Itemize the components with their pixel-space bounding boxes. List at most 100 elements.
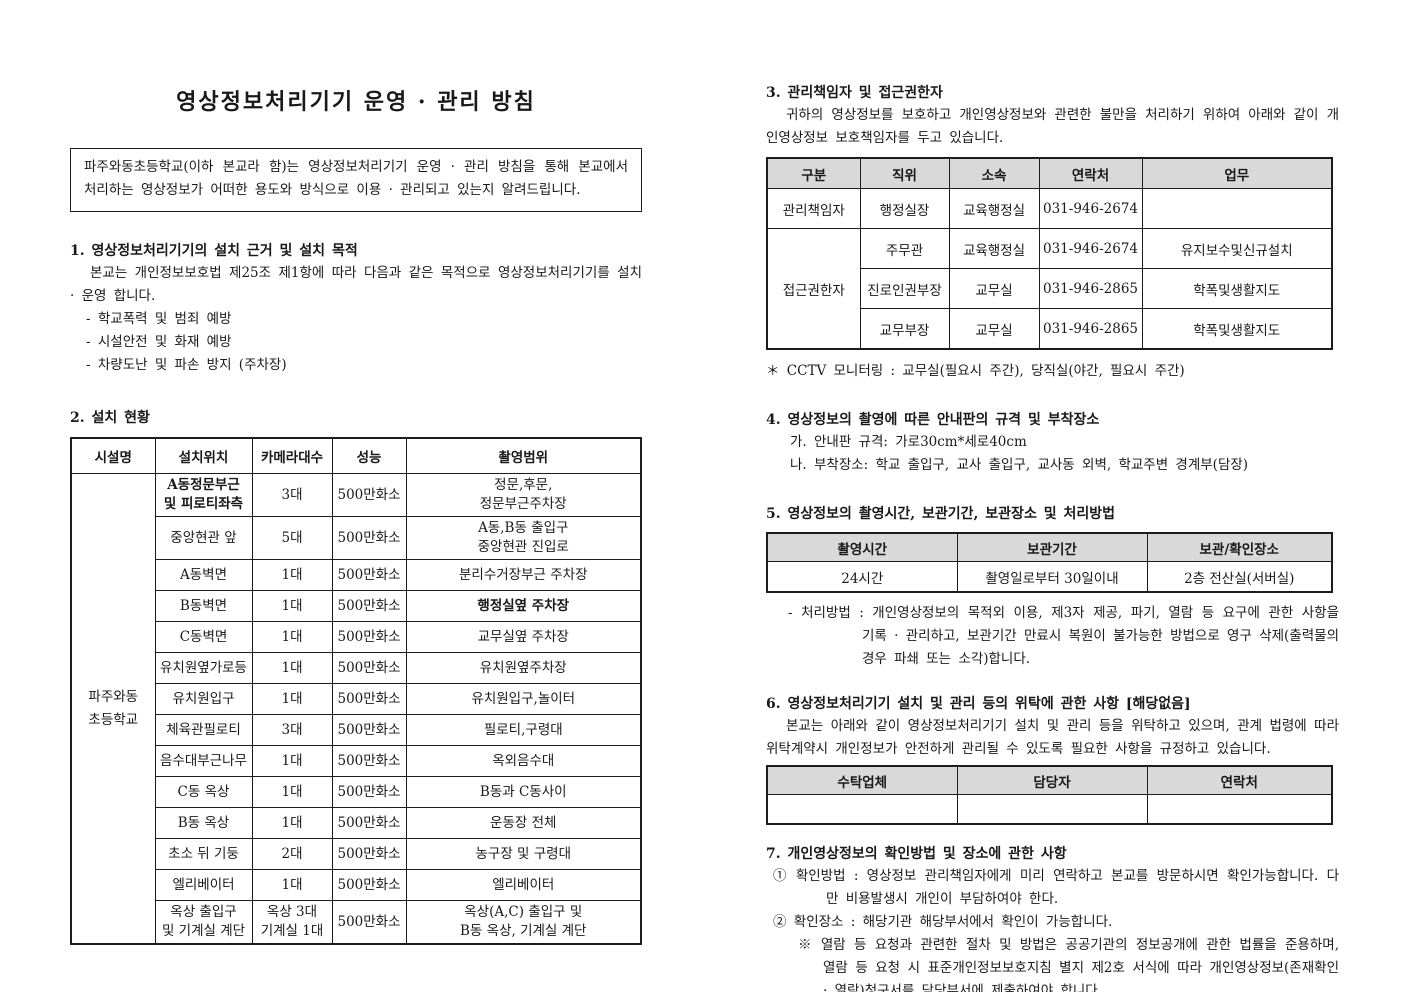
location-cell: B동벽면 <box>154 590 253 622</box>
camera-count-cell: 3대 <box>251 473 333 517</box>
coverage-cell: 엘리베이터 <box>405 869 642 901</box>
installation-row: B동 옥상 1대 500만화소 운동장 전체 <box>71 807 642 839</box>
installation-row: 파주와동 초등학교 A동정문부근 및 피로티좌측 3대 500만화소 정문,후문… <box>70 473 642 945</box>
check-method-item: ① 확인방법 : 영상정보 관리책임자에게 미리 연락하고 본교를 방문하시면 … <box>773 868 1339 907</box>
col-header-camera-count: 카메라대수 <box>251 437 333 474</box>
camera-count-cell: 1대 <box>251 776 333 808</box>
contact-cell: 031-946-2674 <box>1038 228 1143 269</box>
installation-header-row: 시설명 설치위치 카메라대수 성능 촬영범위 <box>70 437 642 474</box>
retention-period-cell: 촬영일로부터 30일이내 <box>956 561 1148 593</box>
contact-cell: 031-946-2674 <box>1038 188 1143 229</box>
section-1-heading: 1. 영상정보처리기기의 설치 근거 및 설치 목적 <box>70 243 358 259</box>
section-5-heading: 5. 영상정보의 촬영시간, 보관기간, 보관장소 및 처리방법 <box>766 506 1115 522</box>
location-cell: C동 옥상 <box>154 776 253 808</box>
manager-row: 관리책임자 행정실장 교육행정실 031-946-2674 <box>766 188 1333 229</box>
camera-count-cell: 1대 <box>251 652 333 684</box>
coverage-cell: 농구장 및 구령대 <box>405 838 642 870</box>
resolution-cell: 500만화소 <box>331 745 407 777</box>
consignment-header-row: 수탁업체 담당자 연락처 <box>766 765 1333 795</box>
resolution-cell: 500만화소 <box>331 516 407 560</box>
empty-cell <box>956 794 1148 825</box>
duty-cell <box>1141 188 1333 229</box>
camera-count-cell: 1대 <box>251 621 333 653</box>
facility-name-cell: 파주와동 초등학교 <box>70 473 156 945</box>
coverage-cell: 운동장 전체 <box>405 807 642 839</box>
col-header-performance: 성능 <box>331 437 407 474</box>
left-column: 영상정보처리기기 운영 · 관리 방침 파주와동초등학교(이하 본교라 함)는 … <box>70 82 642 962</box>
location-cell: C동벽면 <box>154 621 253 653</box>
camera-count-cell: 1대 <box>251 869 333 901</box>
col-header-contact: 연락처 <box>1038 157 1143 189</box>
col-header-coverage: 촬영범위 <box>405 437 642 474</box>
installation-row: 체육관필로티 3대 500만화소 필로티,구령대 <box>71 714 642 746</box>
request-procedure-note: ※ 열람 등 요청과 관련한 절차 및 방법은 공공기관의 정보공개에 관한 법… <box>798 937 1339 992</box>
cctv-monitoring-note: ＊ CCTV 모니터링 : 교무실(필요시 주간), 당직실(야간, 필요시 주… <box>766 363 1185 379</box>
resolution-cell: 500만화소 <box>331 714 407 746</box>
camera-count-cell: 5대 <box>251 516 333 560</box>
resolution-cell: 500만화소 <box>331 900 407 945</box>
section-7-heading: 7. 개인영상정보의 확인방법 및 장소에 관한 사항 <box>766 846 1067 862</box>
signage-location-item: 나. 부착장소: 학교 출입구, 교사 출입구, 교사동 외벽, 학교주변 경계… <box>790 457 1249 473</box>
col-header-department: 소속 <box>948 157 1040 189</box>
access-row: 진로인권부장 교무실 031-946-2865 학폭및생활지도 <box>767 268 1333 309</box>
access-row: 접근권한자 주무관 교육행정실 031-946-2674 유지보수및신규설치 <box>766 228 1333 350</box>
category-cell: 관리책임자 <box>766 188 861 229</box>
processing-method-text: - 처리방법 : 개인영상정보의 목적외 이용, 제3자 제공, 파기, 열람 … <box>788 605 1339 667</box>
installation-row: 중앙현관 앞 5대 500만화소 A동,B동 출입구 중앙현관 진입로 <box>71 516 642 560</box>
resolution-cell: 500만화소 <box>331 473 407 517</box>
coverage-cell: 옥외음수대 <box>405 745 642 777</box>
resolution-cell: 500만화소 <box>331 683 407 715</box>
camera-count-cell: 옥상 3대 기계실 1대 <box>251 900 333 945</box>
camera-count-cell: 1대 <box>251 807 333 839</box>
col-header-position: 직위 <box>859 157 950 189</box>
col-header-location: 설치위치 <box>154 437 253 474</box>
retention-row: 24시간 촬영일로부터 30일이내 2층 전산실(서버실) <box>766 561 1333 593</box>
camera-count-cell: 1대 <box>251 590 333 622</box>
empty-cell <box>766 794 958 825</box>
manager-table: 구분 직위 소속 연락처 업무 관리책임자 행정실장 교육행정실 031-946… <box>766 157 1333 350</box>
coverage-cell: 옥상(A,C) 출입구 및 B동 옥상, 기계실 계단 <box>405 900 642 945</box>
coverage-cell: 정문,후문, 정문부근주차장 <box>405 473 642 517</box>
position-cell: 주무관 <box>859 228 950 269</box>
col-header-retention-period: 보관기간 <box>956 532 1148 562</box>
section-6-body: 본교는 아래와 같이 영상정보처리기기 설치 및 관리 등을 위탁하고 있으며,… <box>766 718 1339 757</box>
duty-cell: 유지보수및신규설치 <box>1141 228 1333 269</box>
department-cell: 교무실 <box>948 308 1040 350</box>
location-cell: 유치원입구 <box>154 683 253 715</box>
section-1-body: 본교는 개인정보보호법 제25조 제1항에 따라 다음과 같은 목적으로 영상정… <box>70 265 642 304</box>
camera-count-cell: 2대 <box>251 838 333 870</box>
resolution-cell: 500만화소 <box>331 807 407 839</box>
coverage-cell: 필로티,구령대 <box>405 714 642 746</box>
department-cell: 교육행정실 <box>948 228 1040 269</box>
resolution-cell: 500만화소 <box>331 621 407 653</box>
col-header-person-in-charge: 담당자 <box>956 765 1148 795</box>
coverage-cell: 분리수거장부근 주차장 <box>405 559 642 591</box>
coverage-cell: 행정실옆 주차장 <box>405 590 642 622</box>
col-header-storage-place: 보관/확인장소 <box>1146 532 1333 562</box>
installation-row: 엘리베이터 1대 500만화소 엘리베이터 <box>71 869 642 901</box>
location-cell: 음수대부근나무 <box>154 745 253 777</box>
coverage-cell: 교무실옆 주차장 <box>405 621 642 653</box>
intro-text: 파주와동초등학교(이하 본교라 함)는 영상정보처리기기 운영 · 관리 방침을… <box>84 159 628 198</box>
coverage-cell: B동과 C동사이 <box>405 776 642 808</box>
camera-count-cell: 1대 <box>251 745 333 777</box>
section-2-heading: 2. 설치 현황 <box>70 410 150 426</box>
col-header-consignee: 수탁업체 <box>766 765 958 795</box>
position-cell: 행정실장 <box>859 188 950 229</box>
col-header-facility: 시설명 <box>70 437 156 474</box>
location-cell: 초소 뒤 기둥 <box>154 838 253 870</box>
installation-row: 유치원입구 1대 500만화소 유치원입구,놀이터 <box>71 683 642 715</box>
installation-row: 유치원옆가로등 1대 500만화소 유치원옆주차장 <box>71 652 642 684</box>
purpose-item: - 학교폭력 및 범죄 예방 <box>86 311 232 327</box>
location-cell: A동벽면 <box>154 559 253 591</box>
filming-time-cell: 24시간 <box>766 561 958 593</box>
installation-row: 옥상 출입구 및 기계실 계단 옥상 3대 기계실 1대 500만화소 옥상(A… <box>71 900 642 945</box>
check-place-item: ② 확인장소 : 해당기관 해당부서에서 확인이 가능합니다. <box>773 914 1113 930</box>
resolution-cell: 500만화소 <box>331 590 407 622</box>
manager-header-row: 구분 직위 소속 연락처 업무 <box>766 157 1333 189</box>
location-cell: A동정문부근 및 피로티좌측 <box>154 473 253 517</box>
department-cell: 교육행정실 <box>948 188 1040 229</box>
position-cell: 진로인권부장 <box>859 268 950 309</box>
coverage-cell: 유치원옆주차장 <box>405 652 642 684</box>
storage-place-cell: 2층 전산실(서버실) <box>1146 561 1333 593</box>
